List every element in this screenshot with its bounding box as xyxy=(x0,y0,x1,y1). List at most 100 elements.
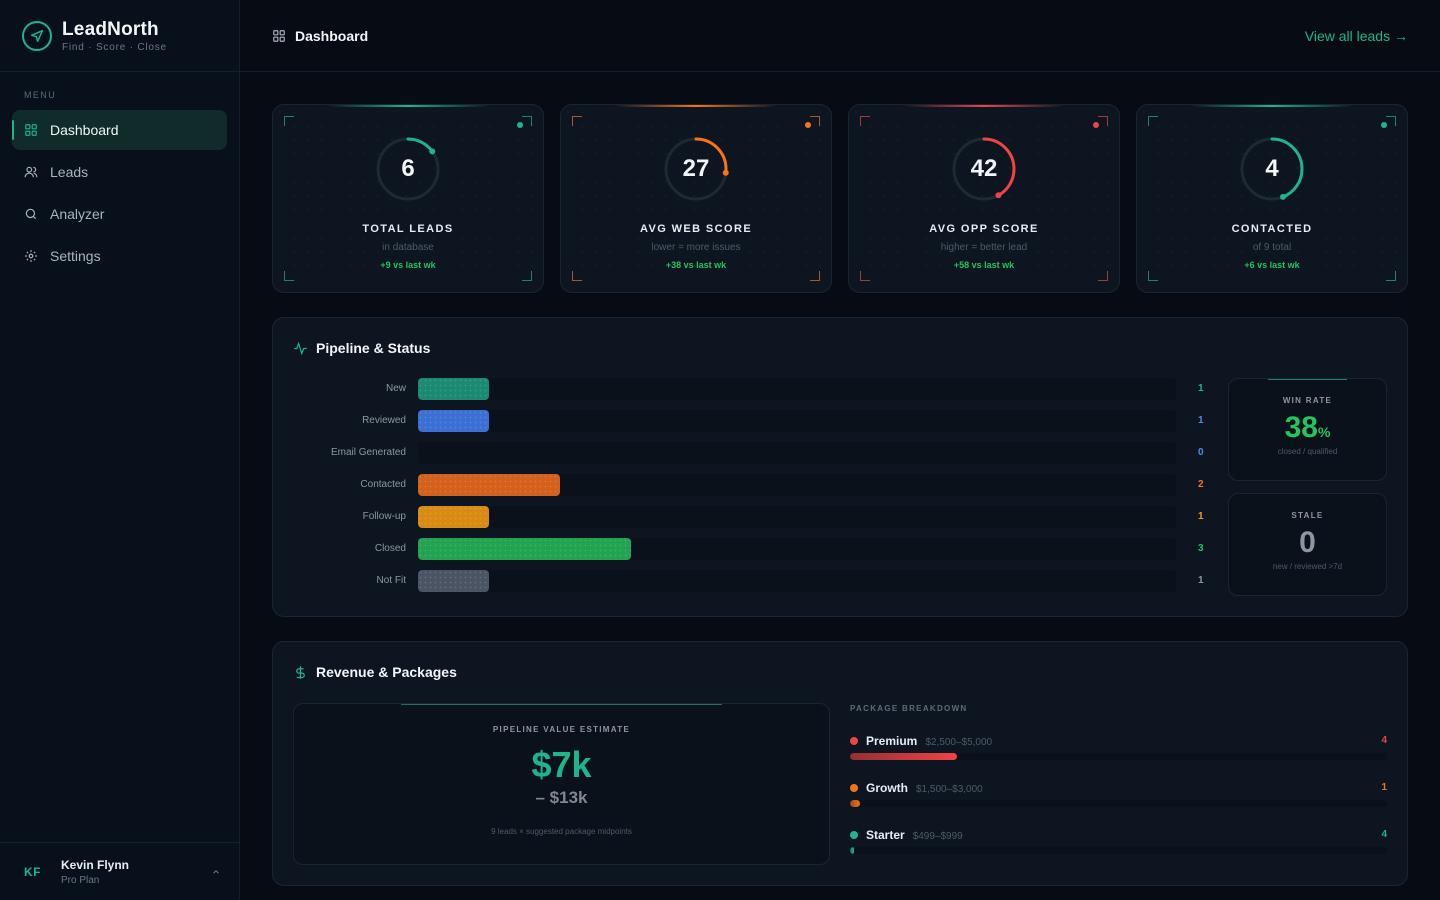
brand-tagline: Find · Score · Close xyxy=(62,41,167,53)
sidebar-item-analyzer[interactable]: Analyzer xyxy=(12,194,227,234)
stat-value: 4 xyxy=(1265,155,1279,182)
stat-card-avg-web-score[interactable]: 27 AVG WEB SCORE lower = more issues +38… xyxy=(560,104,832,293)
gear-icon xyxy=(25,250,37,262)
package-bar-fill xyxy=(850,847,855,854)
user-menu[interactable]: KF Kevin Flynn Pro Plan xyxy=(0,842,239,900)
stale-sub: new / reviewed >7d xyxy=(1272,562,1343,571)
sidebar-item-label: Leads xyxy=(50,164,89,180)
pipeline-bar-track xyxy=(418,538,1176,560)
sidebar-item-label: Analyzer xyxy=(50,206,105,222)
chevron-up-icon[interactable] xyxy=(211,867,221,877)
pipeline-row-label: Contacted xyxy=(360,479,406,490)
stat-label: TOTAL LEADS xyxy=(362,223,454,235)
pipeline-bar-track xyxy=(418,442,1176,464)
package-name-wrap: Starter $499–$999 xyxy=(866,828,963,842)
activity-icon xyxy=(294,341,307,355)
pipeline-value-amount: $7k xyxy=(531,744,592,785)
stat-sub: in database xyxy=(382,242,434,253)
sidebar-item-settings[interactable]: Settings xyxy=(12,236,227,276)
page-title: Dashboard xyxy=(272,28,368,44)
package-row[interactable]: Growth $1,500–$3,000 1 xyxy=(850,781,1387,813)
stat-delta: +58 vs last wk xyxy=(953,260,1015,270)
stat-card-total-leads[interactable]: 6 TOTAL LEADS in database +9 vs last wk xyxy=(272,104,544,293)
score-ring xyxy=(1240,137,1304,201)
sidebar-item-leads[interactable]: Leads xyxy=(12,152,227,192)
pipeline-row[interactable]: Not Fit 1 xyxy=(273,570,1213,592)
stale-label: STALE xyxy=(1291,511,1324,520)
package-name: Starter xyxy=(866,828,905,842)
grid-icon xyxy=(25,124,37,136)
status-dot xyxy=(805,122,811,128)
package-dot xyxy=(850,831,858,839)
brand[interactable]: LeadNorth Find · Score · Close xyxy=(0,0,239,72)
package-name-wrap: Premium $2,500–$5,000 xyxy=(866,734,992,748)
package-row[interactable]: Starter $499–$999 4 xyxy=(850,828,1387,860)
navigation-arrow-icon xyxy=(22,20,52,51)
win-rate-unit: % xyxy=(1317,424,1331,440)
stat-label: CONTACTED xyxy=(1231,223,1313,235)
pipeline-row-count: 2 xyxy=(1198,479,1204,490)
score-ring xyxy=(664,137,729,201)
package-name-wrap: Growth $1,500–$3,000 xyxy=(866,781,983,795)
package-bar-fill xyxy=(850,753,958,760)
pipeline-bar-fill xyxy=(418,538,631,560)
pipeline-row[interactable]: New 1 xyxy=(273,378,1213,400)
package-dot xyxy=(850,737,858,745)
sidebar-item-dashboard[interactable]: Dashboard xyxy=(12,110,227,150)
pipeline-row-count: 1 xyxy=(1198,383,1204,394)
stat-sub: of 9 total xyxy=(1252,242,1292,253)
view-all-leads-link[interactable]: View all leads → xyxy=(1304,27,1408,44)
package-bar-fill xyxy=(850,800,860,807)
package-name: Growth xyxy=(866,781,908,795)
pipeline-row-label: Follow-up xyxy=(362,511,406,522)
win-rate-sub: closed / qualified xyxy=(1277,447,1338,456)
package-range: $1,500–$3,000 xyxy=(916,784,983,795)
pipeline-bar-track xyxy=(418,410,1176,432)
stat-card-avg-opp-score[interactable]: 42 AVG OPP SCORE higher = better lead +5… xyxy=(848,104,1120,293)
pipeline-row-label: Reviewed xyxy=(362,415,406,426)
win-rate-card: WIN RATE 38% closed / qualified xyxy=(1228,378,1387,481)
package-dot xyxy=(850,784,858,792)
package-count: 4 xyxy=(1381,735,1387,746)
stat-value: 42 xyxy=(970,155,998,182)
sidebar: LeadNorth Find · Score · Close MENU Dash… xyxy=(0,0,240,900)
stat-cards: 6 TOTAL LEADS in database +9 vs last wk … xyxy=(272,104,1408,293)
stat-delta: +6 vs last wk xyxy=(1244,260,1300,270)
revenue-title-text: Revenue & Packages xyxy=(316,664,457,680)
pipeline-value-card: PIPELINE VALUE ESTIMATE $7k – $13k 9 lea… xyxy=(293,703,830,865)
sidebar-nav: Dashboard Leads Analyzer Settings xyxy=(0,110,239,276)
package-range: $2,500–$5,000 xyxy=(925,737,993,748)
stat-delta: +9 vs last wk xyxy=(380,260,436,270)
pipeline-row[interactable]: Follow-up 1 xyxy=(273,506,1213,528)
pipeline-row-count: 3 xyxy=(1198,543,1204,554)
user-plan: Pro Plan xyxy=(61,874,100,886)
sidebar-item-label: Dashboard xyxy=(50,122,119,138)
stat-value: 6 xyxy=(401,155,415,182)
pipeline-bar-track xyxy=(418,378,1176,400)
package-count: 1 xyxy=(1381,782,1387,793)
search-icon xyxy=(25,208,37,220)
pipeline-row[interactable]: Closed 3 xyxy=(273,538,1213,560)
pipeline-row[interactable]: Contacted 2 xyxy=(273,474,1213,496)
pipeline-row-label: Closed xyxy=(374,543,406,554)
package-bar-track xyxy=(850,753,1387,760)
package-row[interactable]: Premium $2,500–$5,000 4 xyxy=(850,734,1387,766)
stat-sub: higher = better lead xyxy=(940,242,1028,253)
stat-card-contacted[interactable]: 4 CONTACTED of 9 total +6 vs last wk xyxy=(1136,104,1408,293)
sidebar-item-label: Settings xyxy=(50,248,101,264)
score-ring xyxy=(952,137,1016,201)
stat-sub: lower = more issues xyxy=(651,242,741,253)
pipeline-title: Pipeline & Status xyxy=(293,340,430,356)
users-icon xyxy=(24,166,38,178)
revenue-panel: Revenue & Packages PIPELINE VALUE ESTIMA… xyxy=(272,641,1408,886)
pipeline-row[interactable]: Email Generated 0 xyxy=(273,442,1213,464)
win-rate-number: 38 xyxy=(1284,411,1318,444)
pipeline-bar-track xyxy=(418,506,1176,528)
pipeline-row[interactable]: Reviewed 1 xyxy=(273,410,1213,432)
pipeline-bar-fill xyxy=(418,378,489,400)
pipeline-row-label: Not Fit xyxy=(376,575,406,586)
user-name: Kevin Flynn xyxy=(61,857,130,872)
package-count: 4 xyxy=(1381,829,1387,840)
pipeline-row-count: 0 xyxy=(1198,447,1204,458)
pipeline-value-label: PIPELINE VALUE ESTIMATE xyxy=(492,725,631,734)
